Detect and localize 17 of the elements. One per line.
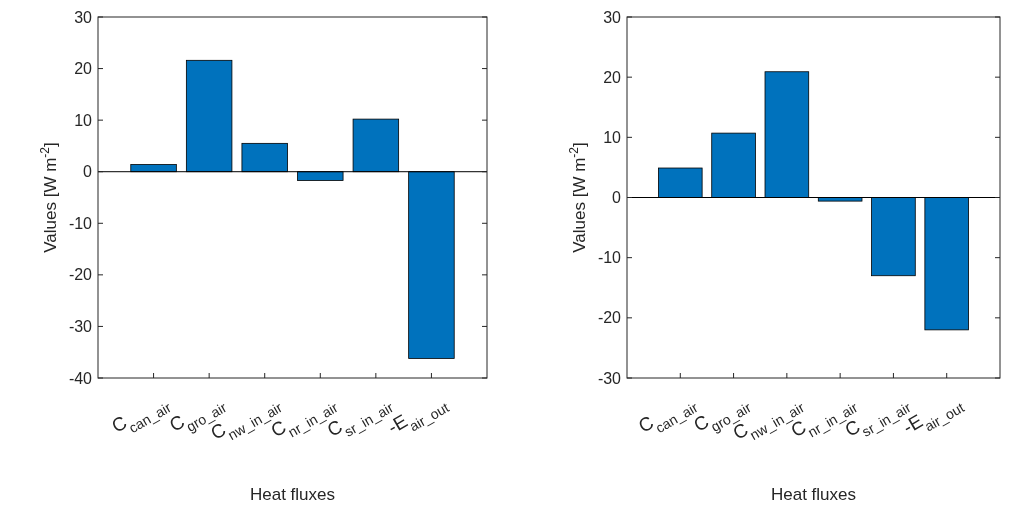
- y-tick-label: 20: [603, 68, 622, 86]
- y-tick-label: -30: [597, 369, 622, 387]
- y-tick-label: 30: [74, 8, 93, 26]
- y-tick-label: -20: [597, 309, 622, 327]
- y-tick-label: 0: [612, 189, 622, 207]
- y-tick-label: 10: [603, 128, 622, 146]
- x-axis-title: Heat fluxes: [770, 485, 857, 504]
- y-tick-label: -40: [68, 369, 93, 387]
- x-axis-title: Heat fluxes: [249, 485, 336, 504]
- y-tick-label: -10: [68, 214, 93, 232]
- y-tick-label: 0: [83, 163, 93, 181]
- y-tick-label: -10: [597, 249, 622, 267]
- y-tick-label: -20: [68, 266, 93, 284]
- y-tick-label: 30: [603, 8, 622, 26]
- y-tick-label: 20: [74, 60, 93, 78]
- y-tick-label: 10: [74, 111, 93, 129]
- y-tick-label: -30: [68, 318, 93, 336]
